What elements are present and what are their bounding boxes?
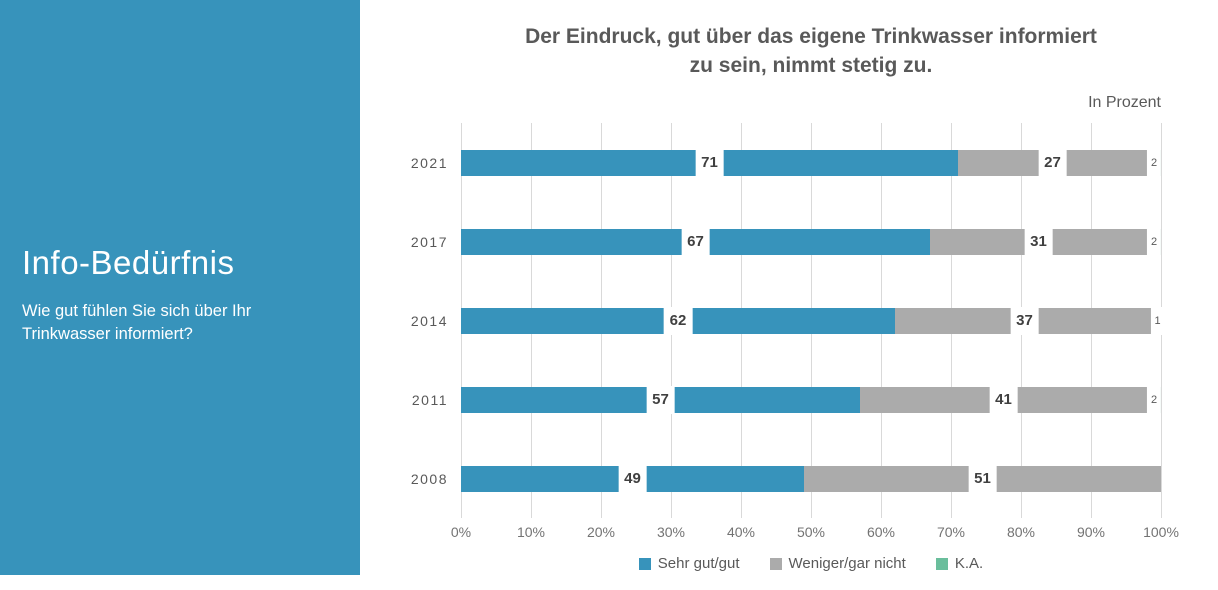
chart-row: 2017 67 31 2 xyxy=(411,202,1162,281)
sidebar-subtitle: Wie gut fühlen Sie sich über Ihr Trinkwa… xyxy=(22,302,252,344)
value-label: 51 xyxy=(968,464,997,493)
legend-label: K.A. xyxy=(954,555,984,572)
value-label: 62 xyxy=(663,306,693,335)
x-axis: 0% 10% 20% 30% 40% 50% 60% 70% 80% 90% 100% xyxy=(451,524,1179,544)
chart-panel: Der Eindruck, gut über das eigene Trinkw… xyxy=(360,0,1218,590)
chart-title: Der Eindruck, gut über das eigene Trinkw… xyxy=(441,22,1181,80)
chart-row: 2008 49 51 xyxy=(411,439,1161,518)
plot-area: 2021 71 27 2 2017 67 31 2 2014 62 37 1 2011 57 41 2 2008… xyxy=(411,123,1165,518)
x-axis-tick: 80% xyxy=(1006,524,1036,540)
unit-note: In Prozent xyxy=(1088,94,1161,111)
value-label: 2 xyxy=(1146,227,1162,256)
value-label: 49 xyxy=(618,464,647,493)
bar xyxy=(461,228,1161,255)
chart-row: 2021 71 27 2 xyxy=(411,123,1162,202)
legend: Sehr gut/gut Weniger/gar nicht K.A. xyxy=(461,555,1161,572)
legend-swatch xyxy=(935,557,948,570)
value-label: 57 xyxy=(646,385,675,414)
year-label: 2008 xyxy=(410,470,448,487)
year-label: 2017 xyxy=(410,233,448,250)
value-label: 71 xyxy=(695,148,724,177)
x-axis-tick: 0% xyxy=(450,524,472,540)
legend-item: Weniger/gar nicht xyxy=(769,555,906,572)
value-label: 27 xyxy=(1038,148,1067,177)
legend-item: Sehr gut/gut xyxy=(638,555,740,572)
x-axis-tick: 90% xyxy=(1076,524,1106,540)
sidebar-title: Info-Bedürfnis xyxy=(22,244,235,281)
bar xyxy=(461,386,1161,413)
chart-row: 2014 62 37 1 xyxy=(411,281,1165,360)
year-label: 2014 xyxy=(410,312,448,329)
legend-swatch xyxy=(638,557,651,570)
x-axis-tick: 20% xyxy=(586,524,616,540)
value-label: 67 xyxy=(681,227,710,256)
x-axis-tick: 50% xyxy=(796,524,826,540)
legend-item: K.A. xyxy=(935,555,984,572)
chart-title-line-1: Der Eindruck, gut über das eigene Trinkw… xyxy=(525,25,1097,48)
x-axis-tick: 100% xyxy=(1143,524,1179,540)
value-label: 37 xyxy=(1010,306,1039,335)
value-label: 31 xyxy=(1024,227,1053,256)
x-axis-tick: 30% xyxy=(656,524,686,540)
year-label: 2021 xyxy=(410,154,448,171)
sidebar: Info-Bedürfnis Wie gut fühlen Sie sich ü… xyxy=(0,0,360,575)
chart-row: 2011 57 41 2 xyxy=(412,360,1162,439)
sidebar-content: Info-Bedürfnis Wie gut fühlen Sie sich ü… xyxy=(22,244,332,347)
value-label: 41 xyxy=(989,385,1018,414)
plot-rows: 2021 71 27 2 2017 67 31 2 2014 62 37 1 2011 57 41 2 2008… xyxy=(411,123,1165,518)
value-label: 2 xyxy=(1146,148,1162,177)
x-axis-tick: 40% xyxy=(726,524,756,540)
bar xyxy=(461,465,1161,492)
value-label: 2 xyxy=(1146,385,1162,414)
legend-swatch xyxy=(769,557,782,570)
year-label: 2011 xyxy=(411,391,448,408)
legend-label: Weniger/gar nicht xyxy=(788,555,906,572)
x-axis-tick: 10% xyxy=(516,524,546,540)
legend-label: Sehr gut/gut xyxy=(657,555,740,572)
chart-title-line-2: zu sein, nimmt stetig zu. xyxy=(689,54,933,77)
x-axis-tick: 70% xyxy=(936,524,966,540)
value-label: 1 xyxy=(1150,306,1165,335)
x-axis-tick: 60% xyxy=(866,524,896,540)
bar xyxy=(461,307,1161,334)
